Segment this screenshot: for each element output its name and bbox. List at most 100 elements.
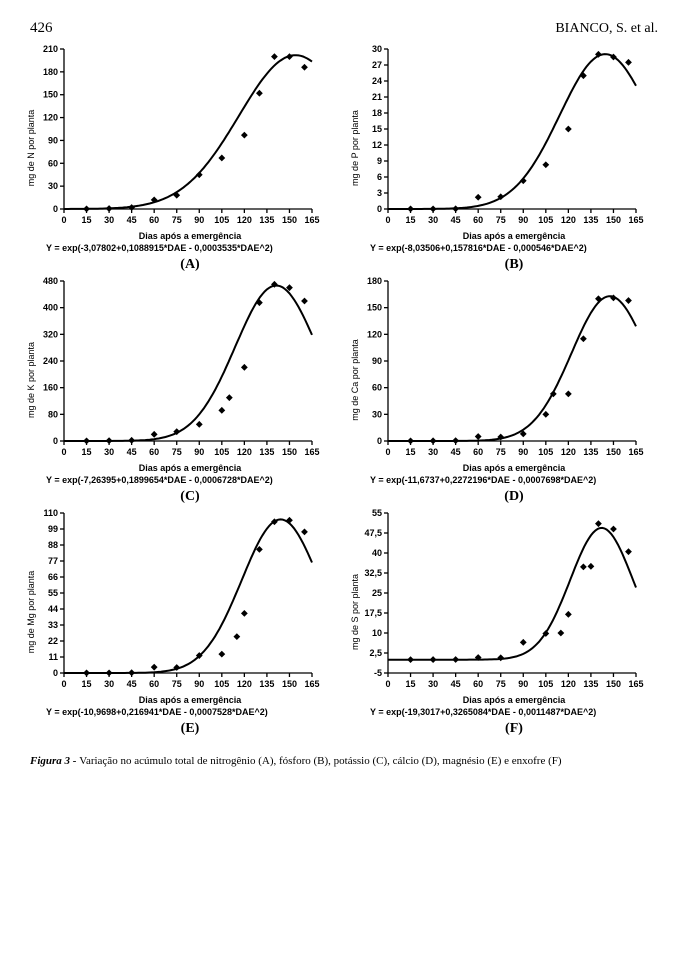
svg-text:210: 210 (43, 45, 58, 54)
svg-text:135: 135 (583, 447, 598, 457)
svg-text:45: 45 (127, 215, 137, 225)
svg-text:0: 0 (53, 668, 58, 678)
svg-text:55: 55 (48, 588, 58, 598)
svg-text:120: 120 (237, 679, 252, 689)
svg-text:30: 30 (372, 409, 382, 419)
ylabel-F: mg de S por planta (350, 574, 360, 650)
svg-text:90: 90 (48, 135, 58, 145)
svg-text:0: 0 (377, 204, 382, 214)
svg-text:25: 25 (372, 588, 382, 598)
svg-text:75: 75 (496, 447, 506, 457)
svg-text:32,5: 32,5 (364, 568, 382, 578)
svg-text:45: 45 (451, 215, 461, 225)
svg-text:150: 150 (282, 679, 297, 689)
svg-text:150: 150 (43, 90, 58, 100)
svg-text:30: 30 (104, 679, 114, 689)
svg-text:27: 27 (372, 60, 382, 70)
svg-text:88: 88 (48, 540, 58, 550)
svg-text:120: 120 (561, 215, 576, 225)
xlabel-E: Dias após a emergência (46, 695, 334, 705)
xlabel-A: Dias após a emergência (46, 231, 334, 241)
svg-text:105: 105 (214, 679, 229, 689)
equation-E: Y = exp(-10,9698+0,216941*DAE - 0,000752… (46, 707, 334, 717)
svg-text:30: 30 (104, 447, 114, 457)
svg-text:45: 45 (127, 447, 137, 457)
svg-text:60: 60 (473, 215, 483, 225)
svg-text:180: 180 (43, 67, 58, 77)
svg-text:18: 18 (372, 108, 382, 118)
equation-D: Y = exp(-11,6737+0,2272196*DAE - 0,00076… (370, 475, 658, 485)
svg-text:120: 120 (43, 113, 58, 123)
panel-label-A: (A) (46, 257, 334, 273)
svg-text:75: 75 (172, 215, 182, 225)
svg-text:105: 105 (538, 679, 553, 689)
svg-text:165: 165 (628, 679, 643, 689)
svg-text:60: 60 (473, 679, 483, 689)
ylabel-C: mg de K por planta (26, 342, 36, 418)
svg-text:120: 120 (561, 447, 576, 457)
svg-text:30: 30 (428, 679, 438, 689)
svg-text:3: 3 (377, 188, 382, 198)
figure-caption: Figura 3 - Variação no acúmulo total de … (30, 755, 658, 767)
svg-text:165: 165 (304, 215, 319, 225)
xlabel-B: Dias após a emergência (370, 231, 658, 241)
svg-text:0: 0 (61, 679, 66, 689)
svg-text:165: 165 (628, 215, 643, 225)
svg-text:10: 10 (372, 628, 382, 638)
equation-C: Y = exp(-7,26395+0,1899654*DAE - 0,00067… (46, 475, 334, 485)
chart-C: 0801602403204004800153045607590105120135… (30, 277, 334, 505)
equation-B: Y = exp(-8,03506+0,157816*DAE - 0,000546… (370, 243, 658, 253)
panel-label-B: (B) (370, 257, 658, 273)
svg-text:2,5: 2,5 (369, 648, 382, 658)
svg-text:120: 120 (367, 329, 382, 339)
svg-text:15: 15 (82, 215, 92, 225)
svg-text:160: 160 (43, 383, 58, 393)
svg-text:15: 15 (406, 447, 416, 457)
chart-svg-C: 0801602403204004800153045607590105120135… (30, 277, 320, 462)
svg-text:90: 90 (372, 356, 382, 366)
svg-text:165: 165 (304, 447, 319, 457)
svg-text:150: 150 (282, 447, 297, 457)
svg-text:135: 135 (259, 447, 274, 457)
svg-text:44: 44 (48, 604, 58, 614)
svg-text:0: 0 (61, 215, 66, 225)
svg-text:99: 99 (48, 524, 58, 534)
chart-A: 0306090120150180210015304560759010512013… (30, 45, 334, 273)
xlabel-D: Dias após a emergência (370, 463, 658, 473)
svg-text:150: 150 (606, 679, 621, 689)
svg-text:75: 75 (172, 447, 182, 457)
svg-text:40: 40 (372, 548, 382, 558)
author-line: BIANCO, S. et al. (555, 21, 658, 37)
svg-text:0: 0 (61, 447, 66, 457)
xlabel-F: Dias após a emergência (370, 695, 658, 705)
svg-text:11: 11 (48, 652, 58, 662)
svg-text:150: 150 (367, 303, 382, 313)
svg-text:90: 90 (518, 679, 528, 689)
svg-text:90: 90 (194, 679, 204, 689)
svg-text:110: 110 (43, 509, 58, 518)
svg-text:135: 135 (259, 679, 274, 689)
svg-text:75: 75 (172, 679, 182, 689)
panel-label-F: (F) (370, 721, 658, 737)
svg-text:90: 90 (194, 447, 204, 457)
chart-D: 0306090120150180015304560759010512013515… (354, 277, 658, 505)
chart-svg-B: 0369121518212427300153045607590105120135… (354, 45, 644, 230)
chart-B: 0369121518212427300153045607590105120135… (354, 45, 658, 273)
svg-text:30: 30 (104, 215, 114, 225)
svg-text:66: 66 (48, 572, 58, 582)
svg-text:165: 165 (304, 679, 319, 689)
svg-text:0: 0 (385, 215, 390, 225)
svg-text:105: 105 (214, 215, 229, 225)
svg-text:30: 30 (428, 447, 438, 457)
svg-text:180: 180 (367, 277, 382, 286)
svg-text:480: 480 (43, 277, 58, 286)
svg-text:135: 135 (259, 215, 274, 225)
svg-text:60: 60 (149, 215, 159, 225)
svg-text:30: 30 (372, 45, 382, 54)
svg-text:60: 60 (149, 447, 159, 457)
chart-F: -52,51017,52532,54047,555015304560759010… (354, 509, 658, 737)
xlabel-C: Dias após a emergência (46, 463, 334, 473)
svg-text:45: 45 (451, 679, 461, 689)
chart-E: 0112233445566778899110015304560759010512… (30, 509, 334, 737)
svg-text:15: 15 (82, 447, 92, 457)
